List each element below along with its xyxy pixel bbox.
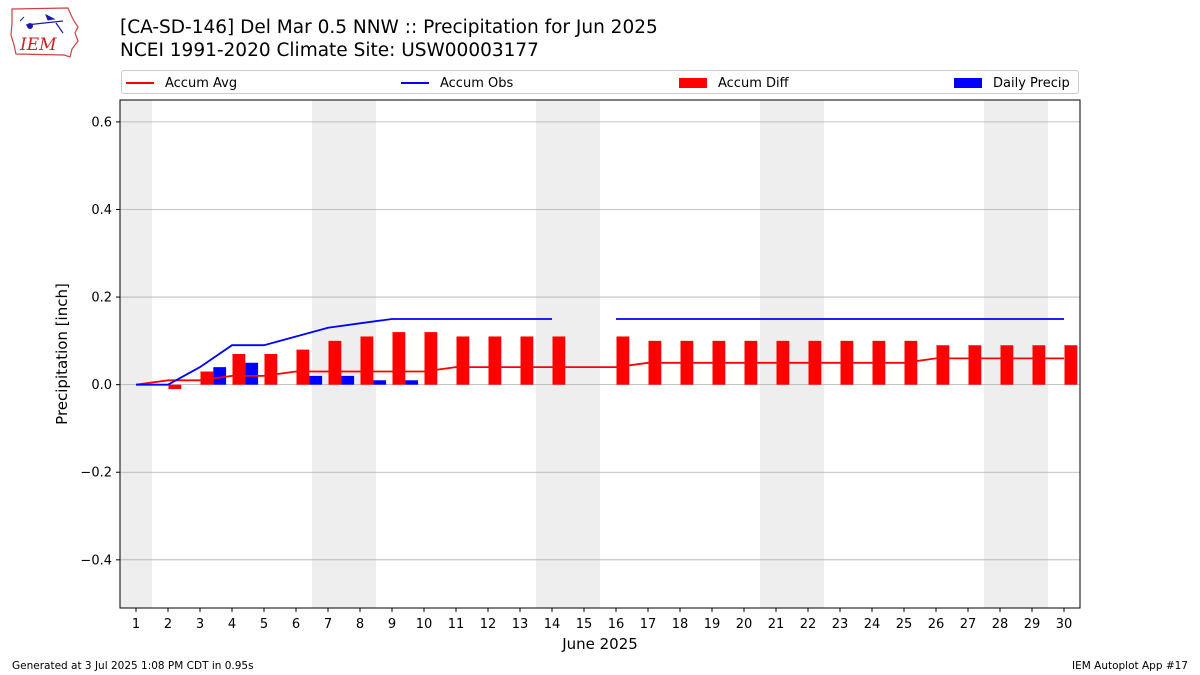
x-tick-label: 24 — [864, 617, 881, 632]
legend-swatch-daily-precip — [954, 78, 982, 88]
chart-subtitle: NCEI 1991-2020 Climate Site: USW00003177 — [120, 40, 539, 61]
accum-diff-bar — [264, 354, 278, 385]
accum-diff-bar — [424, 332, 438, 385]
x-tick-label: 18 — [672, 617, 689, 632]
accum-diff-bar — [968, 345, 982, 385]
accum-obs-line — [136, 318, 1064, 386]
x-tick-label: 25 — [896, 617, 913, 632]
x-tick-label: 22 — [800, 617, 817, 632]
x-tick-label: 3 — [196, 617, 204, 632]
daily-precip-bar — [213, 367, 227, 385]
logo-text: IEM — [19, 35, 57, 55]
x-tick-label: 26 — [928, 617, 945, 632]
y-tick-label: 0.2 — [91, 291, 112, 306]
y-tick-label: 0.0 — [91, 378, 112, 393]
daily-precip-bar — [341, 375, 355, 385]
legend-label-accum-avg: Accum Avg — [165, 75, 238, 91]
legend-item-accum-obs: Accum Obs — [401, 74, 513, 92]
daily-precip-bar — [309, 375, 323, 385]
legend-label-accum-obs: Accum Obs — [440, 75, 514, 91]
x-tick-label: 7 — [324, 617, 332, 632]
x-tick-label: 10 — [416, 617, 433, 632]
legend: Accum Avg Accum Obs Accum Diff Daily Pre… — [121, 70, 1079, 94]
chart-title: [CA-SD-146] Del Mar 0.5 NNW :: Precipita… — [120, 17, 658, 38]
x-tick-label: 4 — [228, 617, 236, 632]
generated-timestamp: Generated at 3 Jul 2025 1:08 PM CDT in 0… — [12, 660, 254, 672]
accum-diff-bar — [616, 336, 630, 385]
accum-diff-bar — [1000, 345, 1014, 385]
accum-diff-bar — [296, 349, 310, 385]
accum-diff-bar — [552, 336, 566, 385]
accum-diff-bar — [360, 336, 374, 385]
daily-precip-bar — [245, 362, 259, 385]
x-tick-label: 21 — [768, 617, 785, 632]
x-tick-label: 30 — [1056, 617, 1073, 632]
accum-diff-bar — [936, 345, 950, 385]
accum-diff-bar — [392, 332, 406, 385]
legend-item-accum-avg: Accum Avg — [126, 74, 237, 92]
legend-swatch-accum-diff — [679, 78, 707, 88]
accum-diff-bar — [232, 354, 246, 385]
x-tick-label: 6 — [292, 617, 300, 632]
legend-item-accum-diff: Accum Diff — [679, 74, 789, 92]
accum-diff-bar — [520, 336, 534, 385]
accum-diff-bar — [200, 371, 214, 385]
accum-diff-bar — [1032, 345, 1046, 385]
x-tick-label: 28 — [992, 617, 1009, 632]
x-tick-label: 19 — [704, 617, 721, 632]
x-tick-label: 9 — [388, 617, 396, 632]
daily-precip-bar — [373, 380, 387, 385]
accum-diff-bar — [328, 340, 342, 385]
x-tick-label: 29 — [1024, 617, 1041, 632]
y-tick-label: −0.4 — [80, 553, 112, 568]
accum-diff-bar — [488, 336, 502, 385]
weekend-shade — [120, 100, 152, 608]
x-tick-label: 12 — [480, 617, 497, 632]
x-tick-label: 5 — [260, 617, 268, 632]
iowa-state-outline-icon — [10, 7, 79, 58]
legend-label-accum-diff: Accum Diff — [718, 75, 789, 91]
accum-diff-bar — [456, 336, 470, 385]
y-axis-label: Precipitation [inch] — [53, 283, 71, 425]
x-tick-label: 14 — [544, 617, 561, 632]
x-tick-label: 11 — [448, 617, 465, 632]
weekend-shade — [536, 100, 600, 608]
accum-diff-bar — [168, 384, 182, 390]
y-tick-label: −0.2 — [80, 466, 112, 481]
x-tick-label: 17 — [640, 617, 657, 632]
x-tick-label: 8 — [356, 617, 364, 632]
legend-swatch-accum-obs — [401, 82, 429, 84]
legend-swatch-accum-avg — [126, 82, 154, 84]
x-tick-label: 1 — [132, 617, 140, 632]
y-tick-label: 0.6 — [91, 115, 112, 130]
legend-label-daily-precip: Daily Precip — [993, 75, 1070, 91]
x-tick-label: 23 — [832, 617, 849, 632]
accum-diff-bar — [1064, 345, 1078, 385]
iem-logo: IEM — [10, 7, 79, 58]
y-tick-label: 0.4 — [91, 203, 112, 218]
x-tick-label: 2 — [164, 617, 172, 632]
x-tick-label: 16 — [608, 617, 625, 632]
x-tick-label: 20 — [736, 617, 753, 632]
x-tick-label: 27 — [960, 617, 977, 632]
x-tick-label: 13 — [512, 617, 529, 632]
daily-precip-bar — [405, 380, 419, 385]
x-axis-label: June 2025 — [561, 635, 638, 653]
weather-station-icon — [19, 13, 64, 34]
app-credit: IEM Autoplot App #17 — [1072, 660, 1188, 672]
legend-item-daily-precip: Daily Precip — [954, 74, 1070, 92]
accum-avg-line — [135, 357, 1064, 386]
plot-frame — [119, 99, 1081, 609]
x-tick-label: 15 — [576, 617, 593, 632]
